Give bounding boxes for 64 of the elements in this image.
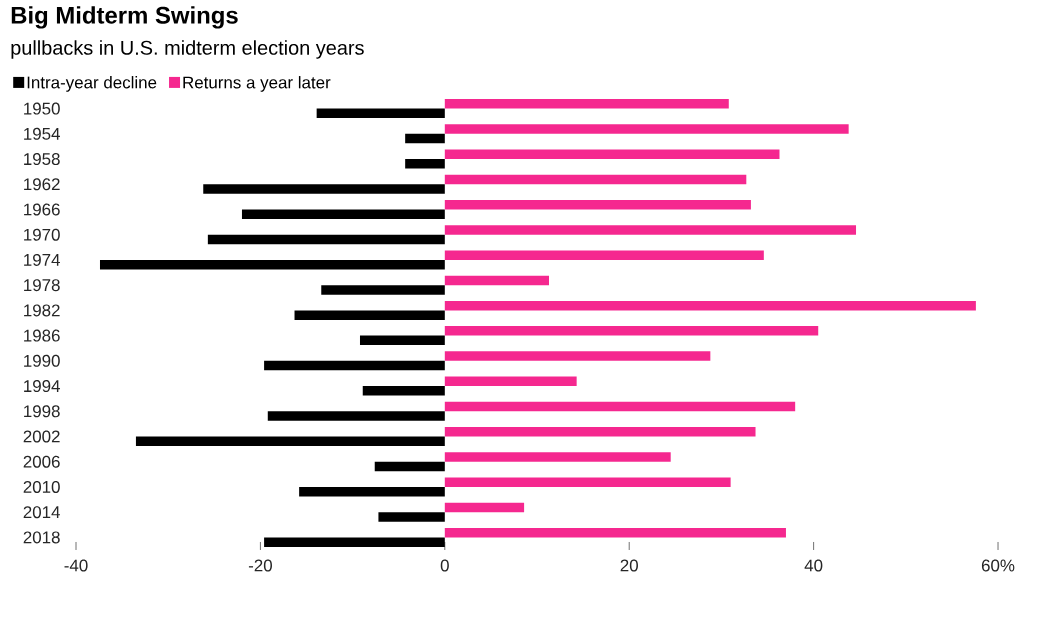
chart-subtitle: pullbacks in U.S. midterm election years xyxy=(11,40,364,59)
bar xyxy=(264,537,445,547)
y-tick-label: 1982 xyxy=(24,304,60,317)
y-tick-label: 1970 xyxy=(24,228,60,241)
bar xyxy=(405,133,445,144)
bar xyxy=(444,300,976,311)
bar xyxy=(362,386,445,396)
bar xyxy=(374,461,445,472)
y-tick-label: 1990 xyxy=(24,354,60,367)
bar xyxy=(444,275,549,286)
x-tick-label: 20 xyxy=(620,559,638,572)
y-tick-label: 1998 xyxy=(24,405,60,418)
bar xyxy=(405,159,445,169)
y-tick-label: 1966 xyxy=(24,203,60,216)
x-tick-label: -20 xyxy=(248,559,272,572)
y-tick-label: 2006 xyxy=(23,455,60,468)
bar xyxy=(444,376,577,387)
bar xyxy=(99,259,445,270)
y-tick-label: 1958 xyxy=(24,153,60,166)
bar xyxy=(444,225,857,235)
y-tick-label: 2010 xyxy=(23,480,60,493)
y-tick-label: 1962 xyxy=(24,178,60,191)
bar xyxy=(316,108,445,119)
bar xyxy=(207,234,445,245)
x-tick-label: 0 xyxy=(440,559,449,572)
bar xyxy=(444,174,747,185)
y-tick-label: 1986 xyxy=(24,329,60,342)
bar xyxy=(321,285,445,295)
x-tick-label: 40 xyxy=(804,559,823,572)
bar xyxy=(444,99,729,109)
bar xyxy=(299,486,445,497)
y-tick-label: 1954 xyxy=(24,127,60,140)
bar xyxy=(444,426,756,437)
bar xyxy=(444,326,819,336)
legend-label: Returns a year later xyxy=(183,76,331,92)
bar xyxy=(444,502,525,513)
bar xyxy=(378,512,445,522)
bar xyxy=(267,411,445,421)
bar xyxy=(444,452,671,462)
bar xyxy=(444,477,731,487)
bar xyxy=(444,124,849,134)
bar xyxy=(294,310,445,320)
chart-title: Big Midterm Swings xyxy=(11,6,238,29)
bar xyxy=(359,335,445,346)
bar xyxy=(444,199,751,210)
y-tick-label: 1978 xyxy=(24,279,60,292)
y-tick-label: 1994 xyxy=(24,380,60,393)
x-tick-label: 60% xyxy=(981,559,1015,572)
bar xyxy=(203,184,445,194)
x-tick-label: -40 xyxy=(64,559,88,572)
y-tick-label: 1974 xyxy=(24,253,60,266)
bar xyxy=(444,351,711,361)
y-tick-label: 2014 xyxy=(23,506,60,519)
bar xyxy=(444,149,780,160)
bar xyxy=(241,209,445,219)
y-tick-label: 1950 xyxy=(24,102,60,115)
y-tick-label: 2002 xyxy=(23,430,60,443)
bar xyxy=(444,250,764,260)
bar xyxy=(444,527,786,538)
legend-label: Intra-year decline xyxy=(27,76,157,92)
y-tick-label: 2018 xyxy=(23,531,60,544)
bar xyxy=(264,360,445,371)
bar xyxy=(444,401,796,412)
bar xyxy=(135,436,445,446)
